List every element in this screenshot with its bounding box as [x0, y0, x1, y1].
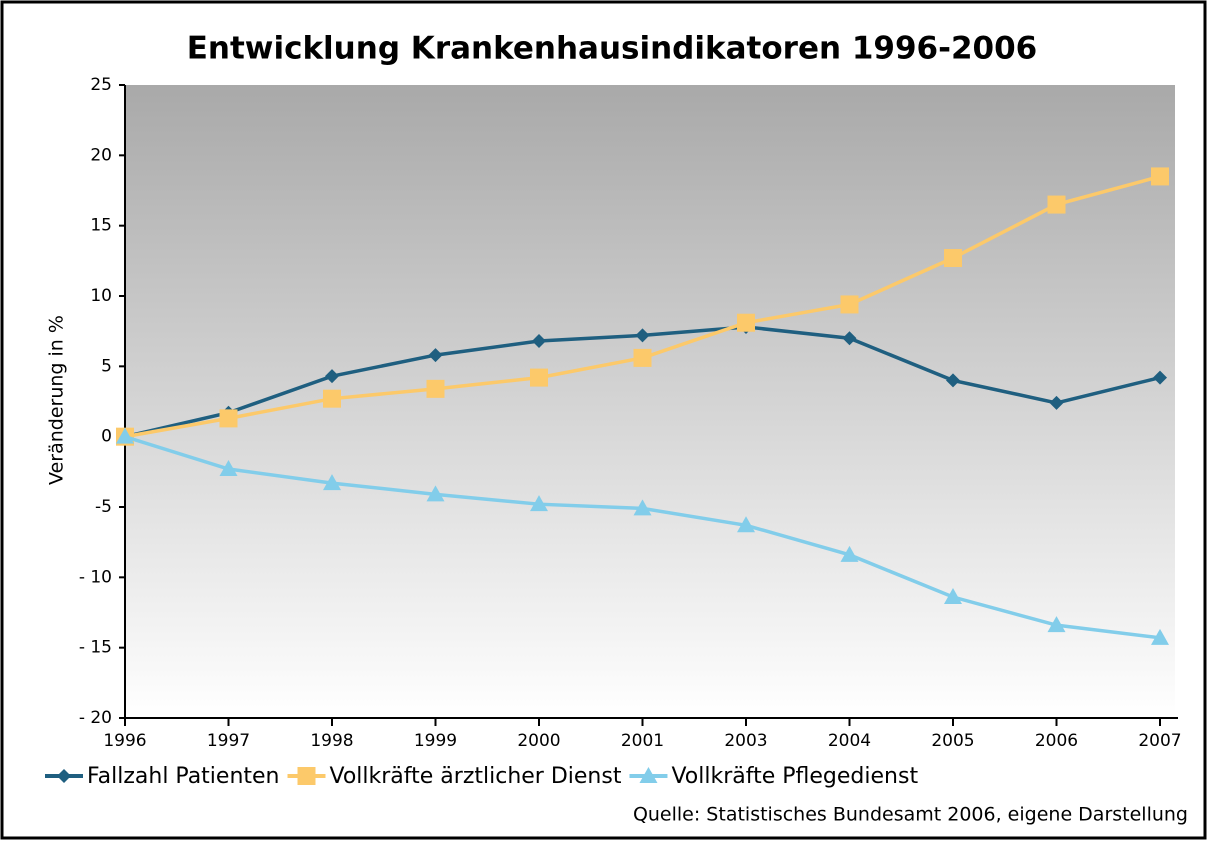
data-point [840, 295, 859, 314]
y-tick-label: -5 [95, 497, 112, 517]
x-tick-label: 2000 [517, 731, 560, 751]
x-tick-label: 1997 [207, 731, 250, 751]
legend-marker [57, 769, 71, 783]
x-tick-label: 1998 [310, 731, 353, 751]
data-point [840, 545, 859, 562]
data-point [1049, 395, 1064, 410]
data-point [737, 516, 755, 533]
data-point [1047, 616, 1066, 633]
chart-title: Entwicklung Krankenhausindikatoren 1996-… [187, 31, 1038, 67]
data-point [426, 379, 445, 398]
data-point [530, 368, 548, 387]
legend-marker [297, 767, 316, 785]
x-tick-label: 2005 [931, 731, 974, 751]
y-tick-label: - 10 [79, 567, 112, 587]
data-point [633, 499, 652, 516]
y-tick-label: - 20 [79, 708, 112, 728]
data-point [944, 588, 962, 605]
y-tick-label: 20 [90, 145, 112, 165]
data-point [737, 313, 755, 332]
data-point [323, 389, 341, 408]
x-tick-label: 1996 [103, 731, 146, 751]
data-point [1151, 167, 1169, 186]
data-point [325, 369, 339, 384]
data-point [323, 474, 341, 491]
source-note: Quelle: Statistisches Bundesamt 2006, ei… [633, 804, 1188, 826]
legend-label: Vollkräfte Pflegedienst [671, 764, 918, 789]
y-tick-label: 0 [101, 427, 112, 447]
y-tick-label: 10 [90, 286, 112, 306]
data-point [219, 460, 238, 477]
data-point [1151, 628, 1169, 645]
x-tick-label: 2006 [1035, 731, 1078, 751]
x-tick-label: 2001 [621, 731, 664, 751]
y-tick-label: 25 [90, 75, 112, 95]
legend-label: Fallzahl Patienten [87, 764, 280, 789]
plot-background [125, 85, 1175, 718]
y-tick-label: 5 [101, 356, 112, 376]
x-tick-label: 1999 [414, 731, 457, 751]
x-tick-label: 2003 [724, 731, 767, 751]
data-point [426, 485, 445, 502]
data-point [532, 334, 546, 349]
data-point [428, 348, 443, 363]
data-point [842, 331, 857, 346]
x-tick-label: 2004 [828, 731, 871, 751]
data-point [1047, 195, 1066, 214]
legend-marker [639, 767, 658, 783]
x-tick-label: 2007 [1138, 731, 1181, 751]
legend-label: Vollkräfte ärztlicher Dienst [330, 764, 622, 789]
data-point [530, 495, 548, 512]
data-point [1153, 370, 1167, 385]
data-point [116, 427, 134, 444]
data-point [219, 409, 238, 428]
y-axis-label: Veränderung in % [46, 315, 68, 485]
data-point [633, 348, 652, 367]
data-point [635, 328, 650, 343]
data-point [946, 373, 960, 388]
y-tick-label: - 15 [79, 638, 112, 658]
data-point [944, 249, 962, 268]
y-tick-label: 15 [90, 216, 112, 236]
